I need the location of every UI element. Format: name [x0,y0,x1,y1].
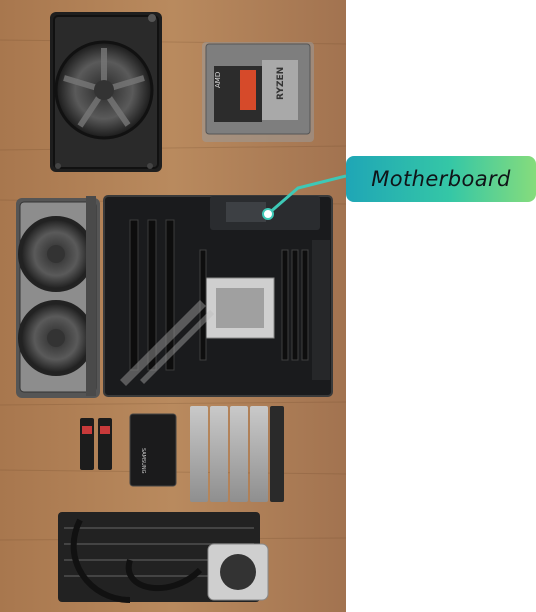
motherboard [103,195,333,397]
svg-text:AMD: AMD [214,72,222,88]
motherboard-callout: Motherboard [346,156,536,202]
callout-label: Motherboard [371,167,511,191]
graphics-card [16,196,100,398]
power-supply [50,12,162,172]
sata-ssd: SAMSUNG [129,413,177,487]
aio-cooler [58,512,269,603]
callout-leader [262,174,346,220]
svg-text:RYZEN: RYZEN [276,67,286,100]
svg-text:SAMSUNG: SAMSUNG [140,448,146,474]
m2-ssd [80,418,112,470]
hardware-photo: AMD RYZEN [0,0,346,612]
ram-modules [190,406,284,502]
cpu-box: AMD RYZEN [202,42,314,142]
